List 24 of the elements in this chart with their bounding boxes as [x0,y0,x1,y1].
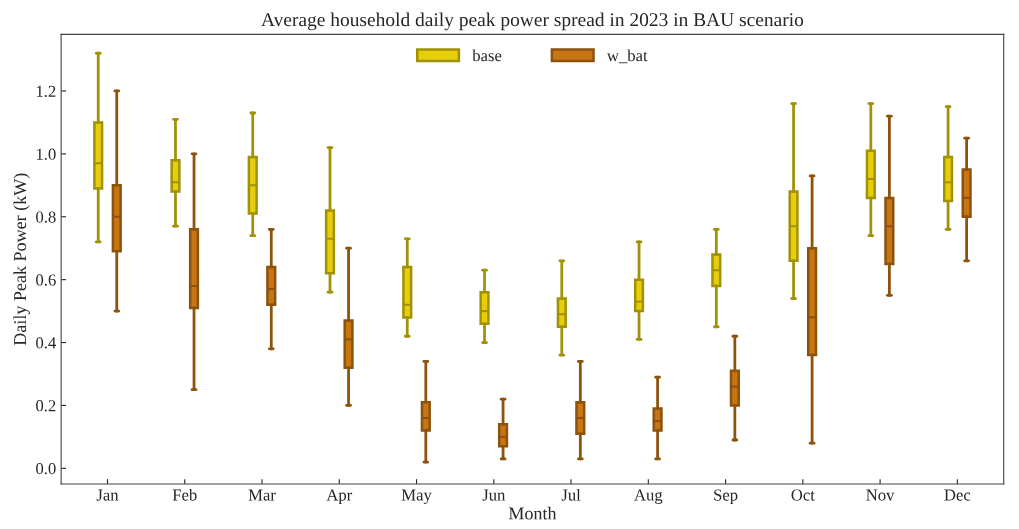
legend-label: base [472,49,502,62]
x-tick-label: Jan [96,489,119,501]
legend-label: w_bat [606,49,648,64]
y-tick-label: 0.2 [36,400,56,412]
x-tick-label: Mar [248,489,276,501]
y-tick-label: 0.8 [36,211,56,223]
x-tick-label: Sep [714,489,738,505]
x-tick-label: Oct [791,489,815,501]
x-tick-label: May [401,489,432,505]
x-tick-label: Nov [866,489,895,501]
y-tick-label: 1.2 [36,85,56,97]
x-tick-label: Aug [634,489,663,505]
x-axis-title: Month [508,506,557,520]
x-tick-label: Dec [944,489,971,501]
y-axis-title: Daily Peak Power (kW) [13,173,30,346]
x-tick-label: Feb [172,488,197,501]
y-tick-label: 0.4 [36,337,57,349]
y-tick-label: 0.6 [36,274,56,286]
x-tick-label: Jun [482,489,506,501]
y-tick-label: 1.0 [36,148,56,160]
x-tick-label: Jul [561,488,581,501]
y-tick-label: 0.0 [36,463,56,475]
x-tick-label: Apr [326,489,353,505]
chart-title: Average household daily peak power spread in 2023 in BAU scenario [261,12,804,31]
